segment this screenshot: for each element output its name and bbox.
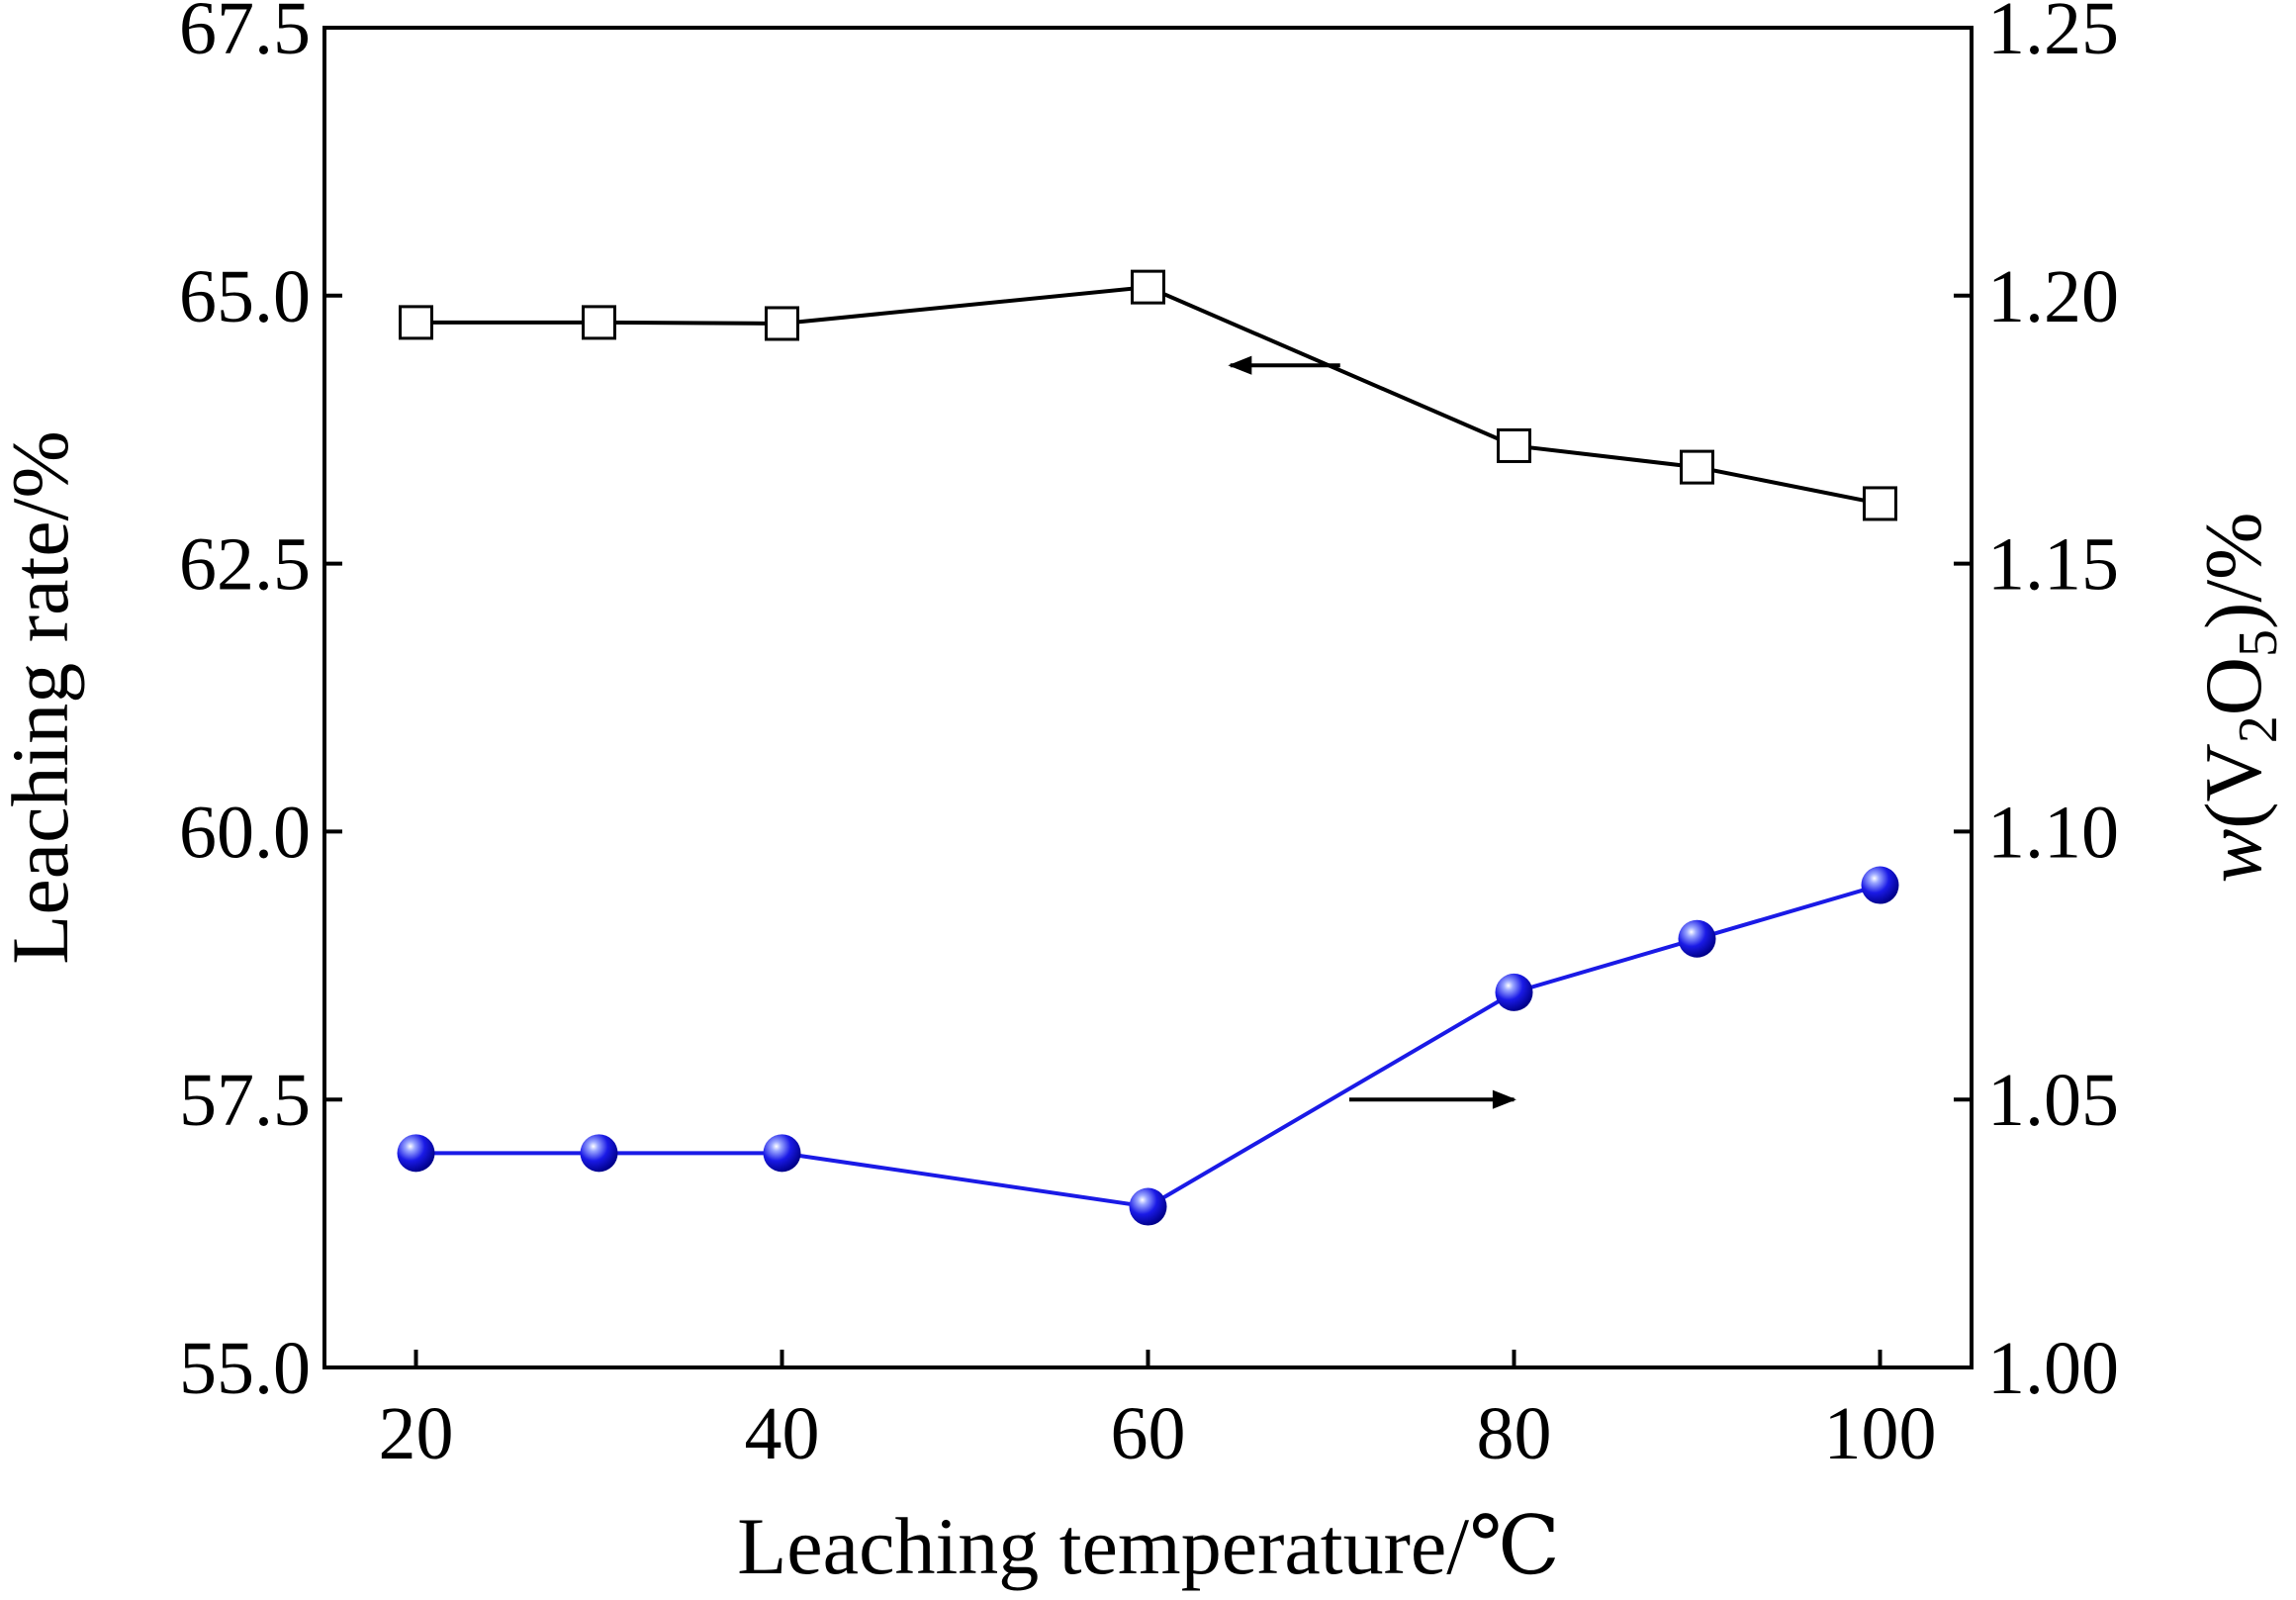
y2-label-prefix: w [2188, 828, 2278, 883]
square-marker [1680, 449, 1714, 485]
x-tick-label: 40 [745, 1392, 820, 1475]
x-tick-label: 80 [1477, 1392, 1552, 1475]
y2-label-sub2: 5 [2228, 629, 2289, 657]
y2-label-close: )/% [2188, 513, 2278, 629]
right-y-tick-label: 1.00 [1987, 1327, 2119, 1410]
square-marker [1863, 486, 1897, 521]
y2-label-mid: O [2188, 657, 2278, 715]
left-y-axis: 55.0 57.5 60.0 62.5 65.0 67.5 [179, 0, 342, 1410]
left-y-axis-label: Leaching rate/% [0, 430, 85, 965]
sphere-marker [1495, 973, 1533, 1011]
x-tick-label: 100 [1824, 1392, 1937, 1475]
x-axis: 20 40 60 80 100 [379, 1350, 1937, 1475]
right-y-tick-label: 1.10 [1987, 791, 2119, 874]
series-line-2 [415, 883, 1882, 1209]
right-y-tick-label: 1.25 [1987, 0, 2119, 70]
plot-frame [322, 26, 1974, 1369]
y2-label-open: (V [2188, 743, 2278, 829]
sphere-marker [1861, 866, 1899, 904]
sphere-marker [1129, 1187, 1167, 1226]
left-y-tick-label: 60.0 [179, 791, 311, 874]
left-y-tick-label: 55.0 [179, 1327, 311, 1410]
svg-text:w(V2O5)/%: w(V2O5)/% [2188, 513, 2289, 884]
right-y-axis: 1.00 1.05 1.10 1.15 1.20 1.25 [1954, 0, 2119, 1410]
y2-label-sub1: 2 [2228, 715, 2289, 743]
series-line-1 [415, 285, 1881, 506]
right-y-axis-label: w(V2O5)/% [2188, 513, 2289, 884]
left-y-tick-label: 67.5 [179, 0, 311, 70]
axis-arrows [1228, 355, 1516, 1109]
square-marker [582, 305, 616, 340]
left-y-tick-label: 65.0 [179, 255, 311, 338]
left-y-tick-label: 62.5 [179, 523, 311, 607]
x-tick-label: 60 [1111, 1392, 1186, 1475]
sphere-marker [397, 1134, 435, 1173]
series-lines [415, 285, 1882, 1209]
right-y-tick-label: 1.15 [1987, 523, 2119, 607]
sphere-marker [1678, 919, 1716, 958]
square-marker [399, 305, 433, 340]
square-marker [1497, 427, 1531, 463]
left-y-tick-label: 57.5 [179, 1059, 311, 1142]
sphere-marker [763, 1134, 801, 1173]
square-marker [1131, 269, 1165, 305]
series-markers [397, 269, 1899, 1226]
x-axis-label: Leaching temperature/℃ [737, 1501, 1560, 1591]
x-tick-label: 20 [379, 1392, 454, 1475]
right-y-tick-label: 1.05 [1987, 1059, 2119, 1142]
square-marker [765, 306, 799, 341]
right-y-tick-label: 1.20 [1987, 255, 2119, 338]
sphere-marker [580, 1134, 618, 1173]
